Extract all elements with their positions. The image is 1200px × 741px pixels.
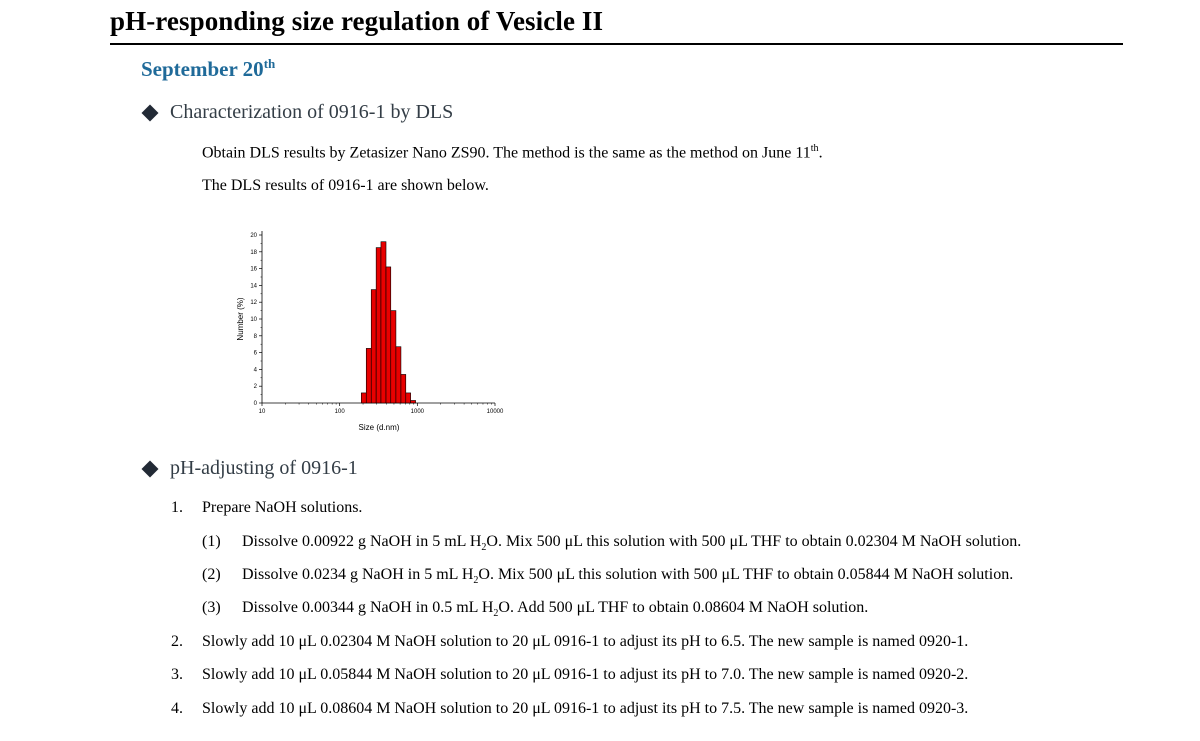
histogram-bar [370,289,377,404]
step-number: 4. [171,700,183,717]
sub-step-text: O. Mix 500 μL this solution with 500 μL … [478,566,1014,583]
title-rule [110,43,1123,45]
y-tick-label: 2 [254,384,258,390]
subscript: 2 [473,575,479,587]
step-number: 1. [171,499,183,516]
histogram-bar [410,400,416,404]
dls-chart: 0 2 4 6 8 10 12 14 16 18 20 10 100 1000 10000 Size (d.… [236,231,504,432]
section-heading-dls: Characterization of 0916-1 by DLS [140,101,453,124]
y-tick-label: 10 [250,317,257,323]
x-axis-label: Size (d.nm) [359,423,400,432]
x-tick-label: 10000 [487,409,504,415]
histogram-bar [405,392,411,404]
histogram-bar [400,374,407,404]
sub-step-1-text: Dissolve 0.00922 g NaOH in 5 mL H2O. Mix… [242,533,1021,553]
y-tick-label: 18 [250,250,257,256]
sub-step-number: (2) [202,566,221,583]
section-heading-text: Characterization of 0916-1 by DLS [170,101,454,123]
sub-step-text: O. Add 500 μL THF to obtain 0.08604 M Na… [498,599,869,616]
histogram-bar [361,392,367,404]
subscript: 2 [493,608,499,620]
step-1-text: Prepare NaOH solutions. [202,499,363,516]
y-tick-label: 8 [254,334,258,340]
sub-step-number: (3) [202,599,221,616]
histogram-bar [385,266,392,404]
sub-step-2-text: Dissolve 0.0234 g NaOH in 5 mL H2O. Mix … [242,566,1013,586]
histogram-bar [390,310,397,404]
section-heading-ph: pH-adjusting of 0916-1 [140,457,358,480]
y-tick-label: 14 [250,283,257,289]
sub-step-text: O. Mix 500 μL this solution with 500 μL … [486,533,1022,550]
chart-ticks: 0 2 4 6 8 10 12 14 16 18 20 10 100 1000 10000 [250,233,504,415]
step-2-text: Slowly add 10 μL 0.02304 M NaOH solution… [202,633,969,650]
paragraph-text: Obtain DLS results by Zetasizer Nano ZS9… [202,144,811,162]
y-tick-label: 20 [250,233,257,239]
y-tick-label: 16 [250,267,257,273]
diamond-bullet-icon [141,104,159,121]
histogram-bar [375,247,382,404]
dls-method-paragraph: Obtain DLS results by Zetasizer Nano ZS9… [202,143,823,162]
x-tick-label: 100 [335,409,346,415]
date-text: September 20 [141,57,264,81]
y-tick-label: 6 [254,351,258,357]
histogram-bar [395,346,402,404]
diamond-bullet-icon [141,460,159,477]
sub-step-number: (1) [202,533,221,550]
sub-step-text: Dissolve 0.00344 g NaOH in 0.5 mL H [242,599,494,616]
y-tick-label: 12 [250,300,257,306]
step-number: 3. [171,666,183,683]
chart-bars [361,241,416,404]
sub-step-text: Dissolve 0.0234 g NaOH in 5 mL H [242,566,474,583]
date-suffix: th [263,56,276,71]
histogram-bar [365,348,372,404]
dls-results-paragraph: The DLS results of 0916-1 are shown belo… [202,177,489,194]
step-3-text: Slowly add 10 μL 0.05844 M NaOH solution… [202,666,969,683]
step-number: 2. [171,633,183,650]
sub-step-text: Dissolve 0.00922 g NaOH in 5 mL H [242,533,482,550]
paragraph-end: . [818,144,823,162]
histogram-bar [380,241,387,404]
sub-step-3-text: Dissolve 0.00344 g NaOH in 0.5 mL H2O. A… [242,599,868,619]
ordinal-suffix: th [810,143,819,154]
subscript: 2 [481,542,487,554]
page-title: pH-responding size regulation of Vesicle… [110,6,604,36]
y-axis-label: Number (%) [236,297,245,340]
date-heading: September 20th [141,56,275,82]
y-tick-label: 0 [254,401,258,407]
step-4-text: Slowly add 10 μL 0.08604 M NaOH solution… [202,700,969,717]
x-tick-label: 10 [259,409,266,415]
x-tick-label: 1000 [411,409,425,415]
y-tick-label: 4 [254,367,258,373]
section-heading-text: pH-adjusting of 0916-1 [170,457,358,479]
